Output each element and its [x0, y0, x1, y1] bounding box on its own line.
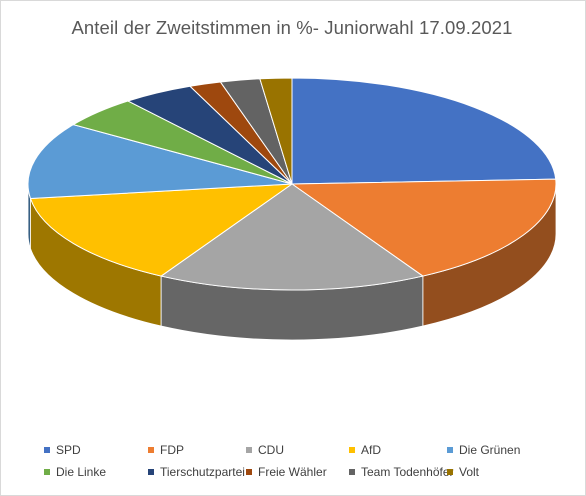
pie-slice-cdu	[160, 183, 424, 291]
pie-slice-fdp	[291, 178, 557, 277]
pie-slice-afd	[29, 183, 293, 277]
pie-slice-die-grunen	[27, 124, 293, 200]
pie-slice-spd	[291, 77, 557, 185]
pie-slice-volt	[259, 77, 293, 185]
chart-title: Anteil der Zweitstimmen in %- Juniorwahl…	[71, 17, 513, 38]
